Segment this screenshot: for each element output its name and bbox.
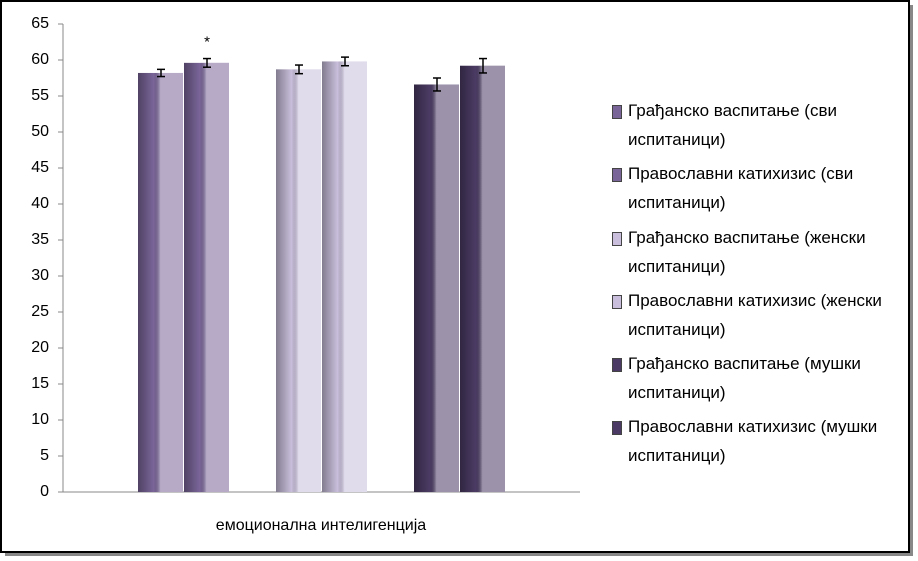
y-tick-label: 40: [31, 195, 49, 212]
bar-shade: [322, 61, 367, 492]
legend-item: Грађанско васпитање (мушки испитаници): [612, 349, 902, 412]
annotation: *: [204, 34, 210, 51]
legend-label: Православни катихизис (мушки испитаници): [628, 417, 878, 466]
legend-swatch: [612, 294, 622, 309]
y-tick-label: 10: [31, 411, 49, 428]
legend-item: Грађанско васпитање (сви испитаници): [612, 96, 902, 159]
y-tick-label: 25: [31, 303, 49, 320]
y-tick-label: 45: [31, 159, 49, 176]
category-label: емоционална интелигенција: [216, 517, 426, 534]
y-tick-label: 50: [31, 123, 49, 140]
legend-item: Грађанско васпитање (женски испитаници): [612, 223, 902, 286]
legend-swatch: [612, 105, 622, 119]
bar-shade: [138, 72, 183, 493]
legend-swatch: [612, 421, 622, 436]
legend-label: Православни катихизис (сви испитаници): [628, 164, 854, 213]
legend-swatch: [612, 358, 622, 373]
y-tick-label: 20: [31, 339, 49, 356]
legend-label: Грађанско васпитање (женски испитаници): [628, 227, 866, 276]
y-tick-label: 65: [31, 15, 49, 32]
legend-swatch: [612, 168, 622, 183]
bar-shade: [276, 69, 321, 493]
legend-label: Грађанско васпитање (сви испитаници): [628, 101, 837, 149]
y-tick-label: 60: [31, 51, 49, 68]
y-tick-label: 0: [40, 483, 49, 500]
legend-item: Православни катихизис (сви испитаници): [612, 159, 902, 222]
y-tick-label: 15: [31, 375, 49, 392]
legend-label: Православни катихизис (женски испитаници…: [628, 290, 882, 339]
y-tick-label: 30: [31, 267, 49, 284]
y-tick-label: 55: [31, 87, 49, 104]
y-tick-label: 35: [31, 231, 49, 248]
y-tick-label: 5: [40, 447, 49, 464]
legend: Грађанско васпитање (сви испитаници) Прав…: [612, 96, 902, 476]
legend-swatch: [612, 231, 622, 246]
legend-item: Православни катихизис (мушки испитаници): [612, 412, 902, 475]
bar-shade: [184, 62, 229, 492]
bar-shade: [414, 84, 459, 492]
bar-shade: [460, 65, 505, 492]
legend-label: Грађанско васпитање (мушки испитаници): [628, 354, 861, 403]
legend-item: Православни катихизис (женски испитаници…: [612, 286, 902, 349]
